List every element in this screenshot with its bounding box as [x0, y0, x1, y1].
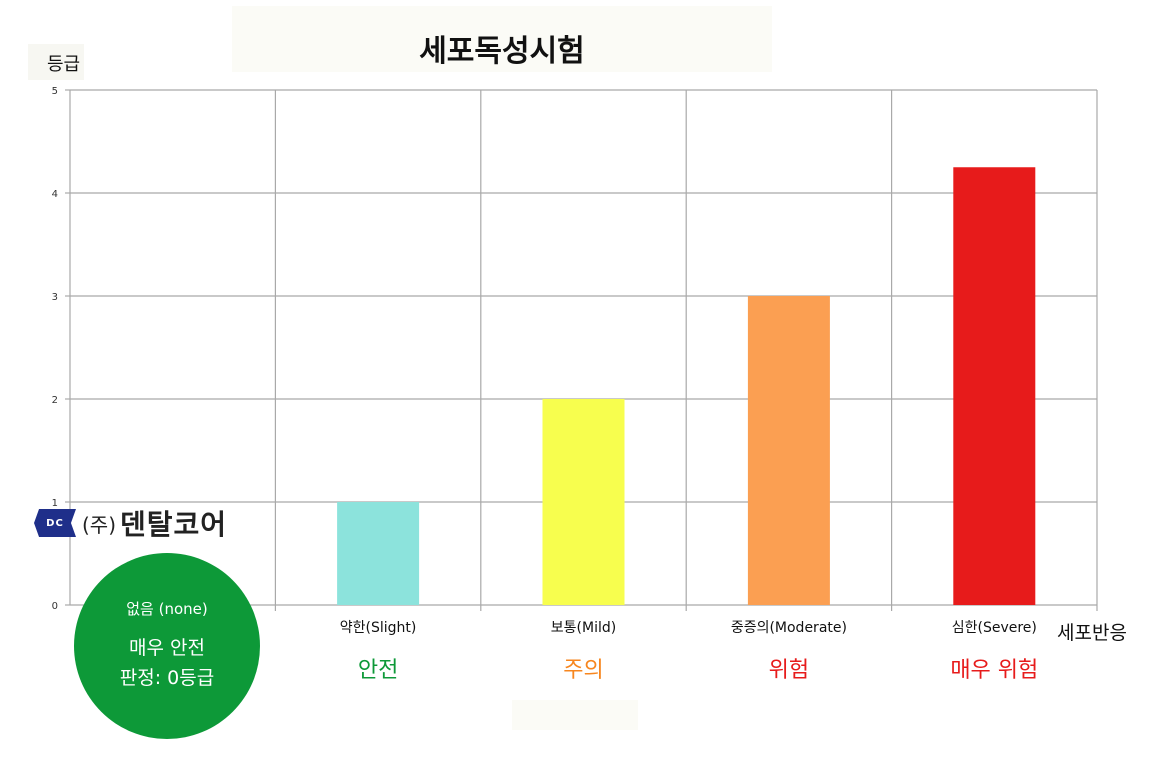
y-tick-label: 4: [52, 189, 58, 200]
y-tick-label: 1: [52, 498, 58, 509]
footer-background: [512, 700, 638, 730]
logo-mark: DC: [34, 509, 76, 537]
verdict-label: 주의: [563, 658, 604, 683]
x-category-label: 중증의(Moderate): [731, 620, 847, 636]
bar-1: [337, 502, 420, 605]
y-tick-label: 0: [52, 601, 58, 612]
y-tick-label: 2: [52, 395, 58, 406]
x-category-label: 심한(Severe): [952, 620, 1037, 636]
x-category-label: 약한(Slight): [340, 620, 417, 636]
title-background: [232, 6, 772, 72]
badge-verdict-line2: 판정: 0등급: [119, 667, 215, 689]
badge-category: 없음 (none): [126, 600, 208, 618]
bar-4: [953, 167, 1036, 605]
y-tick-label: 3: [52, 292, 58, 303]
logo-company-name: 덴탈코어: [120, 508, 228, 541]
chart-title: 세포독성시험: [419, 34, 585, 69]
x-axis-label: 세포반응: [1057, 622, 1127, 644]
verdict-label: 안전: [357, 658, 399, 683]
none-grade-badge: 없음 (none) 매우 안전 판정: 0등급: [74, 553, 260, 739]
x-category-label: 보통(Mild): [551, 620, 616, 636]
badge-verdict-line1: 매우 안전: [129, 637, 205, 659]
company-logo: DC (주) 덴탈코어: [34, 505, 227, 541]
badge-verdict: 매우 안전 판정: 0등급: [74, 633, 260, 693]
y-axis-label-background: [28, 44, 84, 80]
bar-3: [747, 296, 830, 605]
y-tick-label: 5: [52, 86, 58, 97]
logo-corp-mark: (주): [82, 512, 117, 537]
bar-2: [542, 399, 625, 605]
verdict-label: 매우 위험: [950, 658, 1039, 683]
verdict-label: 위험: [768, 658, 810, 683]
y-axis-label: 등급: [47, 54, 81, 75]
